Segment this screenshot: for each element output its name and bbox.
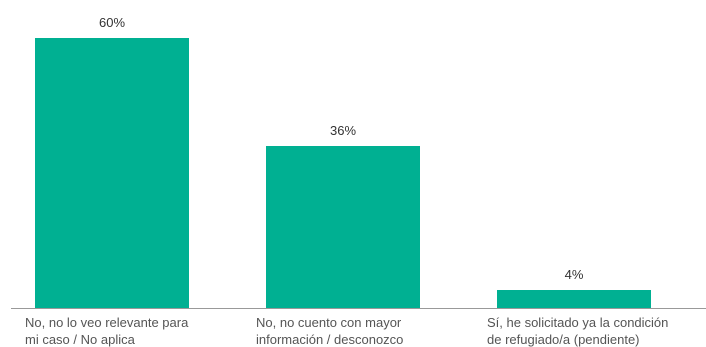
bar-1 [35,38,189,308]
category-label-1: No, no lo veo relevante para mi caso / No… [25,315,189,347]
category-labels-layer: No, no lo veo relevante para mi caso / No… [25,315,668,347]
category-label-2: No, no cuento con mayor información / des… [256,315,403,347]
bar-2 [266,146,420,308]
bar-value-label-1: 60% [99,15,125,30]
bars-layer [35,38,651,308]
bar-value-label-3: 4% [565,267,584,282]
value-labels-layer: 60% 36% 4% [99,15,584,282]
bar-3 [497,290,651,308]
bar-value-label-2: 36% [330,123,356,138]
category-label-3: Sí, he solicitado ya la condición de refu… [487,315,668,347]
